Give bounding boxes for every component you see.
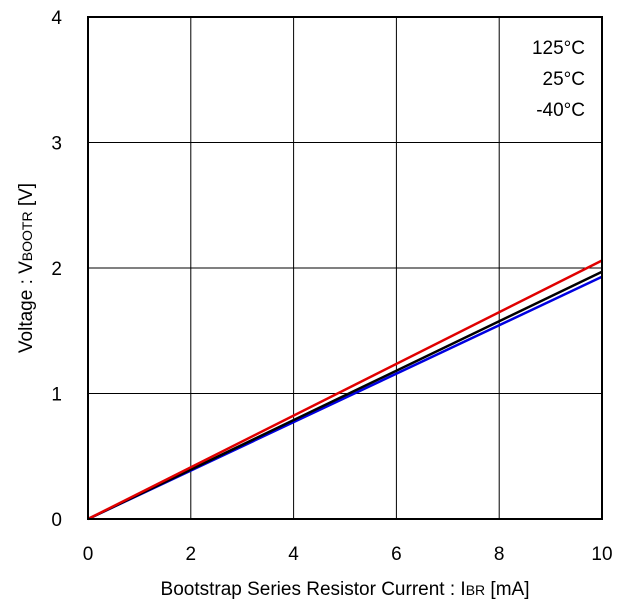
- x-tick-label: 2: [186, 544, 197, 565]
- y-axis-label: Voltage : VBOOTR [V]: [16, 183, 37, 353]
- y-tick-labels: 0 1 2 3 4: [51, 8, 62, 531]
- legend-entry: 125°C: [532, 38, 585, 59]
- x-tick-label: 4: [288, 544, 299, 565]
- x-axis-label: Bootstrap Series Resistor Current : IBR …: [161, 579, 530, 600]
- x-tick-label: 10: [591, 544, 612, 565]
- y-tick-label: 1: [51, 385, 62, 406]
- x-tick-label: 6: [391, 544, 402, 565]
- y-axis-label-subscript: BOOTR: [19, 211, 35, 261]
- x-axis-label-subscript: BR: [466, 582, 485, 598]
- legend-entry: 25°C: [543, 69, 585, 90]
- y-tick-label: 4: [51, 8, 62, 29]
- legend-entry: -40°C: [536, 100, 585, 121]
- legend: 125°C 25°C -40°C: [532, 38, 585, 121]
- plot-frame: [87, 16, 603, 520]
- series-lines: [87, 259, 603, 521]
- y-tick-label: 3: [51, 134, 62, 155]
- y-axis-label-suffix: [V]: [16, 183, 37, 212]
- y-tick-label: 0: [51, 510, 62, 531]
- series-line: [87, 270, 603, 521]
- x-axis-label-prefix: Bootstrap Series Resistor Current : I: [161, 579, 466, 600]
- x-tick-label: 0: [83, 544, 94, 565]
- x-tick-labels: 0 2 4 6 8 10: [83, 544, 613, 565]
- grid: [88, 17, 602, 519]
- y-tick-label: 2: [51, 259, 62, 280]
- x-tick-label: 8: [494, 544, 505, 565]
- series-line: [87, 259, 603, 521]
- y-axis-label-prefix: Voltage : V: [16, 261, 37, 353]
- x-axis-label-suffix: [mA]: [485, 579, 529, 600]
